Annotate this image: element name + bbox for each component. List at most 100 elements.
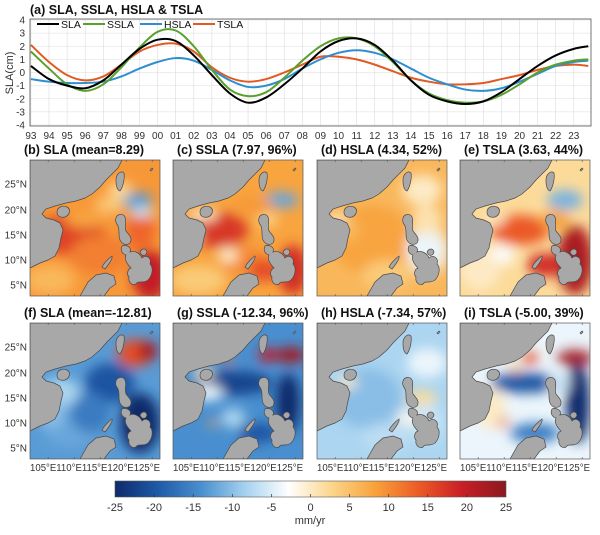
map-panel-g: (g) SSLA (-12.34, 96%) 105°E110°E115°E120…	[172, 306, 309, 474]
x-tick-label: 13	[387, 131, 399, 142]
y-tick-label: 3	[19, 29, 25, 40]
lat-tick-label: 25°N	[5, 180, 27, 191]
x-tick-label: 23	[568, 131, 580, 142]
y-tick-label: -3	[16, 107, 25, 118]
y-tick-label: 0	[19, 68, 25, 79]
map-field	[30, 160, 160, 296]
x-tick-label: 04	[224, 131, 236, 142]
x-tick-label: 19	[496, 131, 508, 142]
map-title-c: (c) SSLA (7.97, 96%)	[177, 143, 297, 157]
legend-item-hsla: HSLA	[140, 19, 191, 31]
map-field	[317, 323, 447, 459]
lat-tick-label: 15°N	[5, 231, 27, 242]
y-tick-label: 2	[19, 42, 25, 53]
map-field	[460, 323, 590, 459]
map-frame	[172, 159, 304, 297]
map-title-b: (b) SLA (mean=8.29)	[24, 143, 144, 157]
x-tick-label: 95	[62, 131, 74, 142]
lat-tick-label: 10°N	[5, 256, 27, 267]
series-lines	[30, 28, 589, 106]
x-tick-label: 14	[405, 131, 417, 142]
colorbar-label: mm/yr	[295, 515, 326, 527]
legend-item-tsla: TSLA	[193, 19, 243, 31]
x-tick-labels: 93 94 95 96 97 98 99 00 01 02 03 04 05 06 07 08 09 10 11 12…	[25, 131, 579, 142]
x-tick-label: 08	[297, 131, 309, 142]
x-tick-label: 22	[550, 131, 562, 142]
x-tick-label: 12	[369, 131, 381, 142]
map-frame	[316, 322, 448, 460]
map-frame	[29, 159, 161, 297]
anomaly-blob	[522, 352, 538, 364]
anomaly-blob	[407, 348, 447, 378]
x-tick-label: 07	[279, 131, 291, 142]
x-tick-label: 06	[261, 131, 273, 142]
map-title-f: (f) SLA (mean=-12.81)	[24, 306, 152, 320]
map-panel-c: (c) SSLA (7.97, 96%)	[172, 143, 304, 297]
anomaly-blob	[527, 253, 563, 277]
legend-label: TSLA	[217, 19, 243, 31]
map-frame	[459, 159, 591, 297]
lat-tick-label: 25°N	[5, 343, 27, 354]
map-title-d: (d) HSLA (4.34, 52%)	[321, 143, 442, 157]
anomaly-blob	[510, 423, 560, 443]
anomaly-blob	[209, 419, 217, 427]
x-tick-label: 98	[116, 131, 128, 142]
legend-label: SSLA	[107, 19, 134, 31]
anomaly-blob	[95, 197, 125, 213]
anomaly-blob	[173, 265, 226, 295]
legend-label: SLA	[61, 19, 81, 31]
x-tick-label: 96	[80, 131, 92, 142]
map-title-g: (g) SSLA (-12.34, 96%)	[177, 306, 309, 320]
lat-tick-label: 10°N	[5, 419, 27, 430]
y-tick-label: 4	[19, 16, 25, 27]
map-field	[173, 323, 303, 459]
x-tick-label: 17	[460, 131, 472, 142]
x-tick-label: 10	[333, 131, 345, 142]
map-title-e: (e) TSLA (3.63, 44%)	[464, 143, 583, 157]
y-tick-label: -4	[16, 121, 25, 132]
lon-tick-labels: 105°E110°E115°E120°E125°E	[30, 463, 160, 474]
x-tick-label: 16	[442, 131, 454, 142]
map-panel-e: (e) TSLA (3.63, 44%)	[459, 143, 591, 297]
anomaly-blob	[547, 190, 583, 210]
anomaly-blob	[233, 197, 273, 213]
map-field	[317, 160, 447, 296]
x-tick-label: 01	[170, 131, 182, 142]
map-panels: (b) SLA (mean=8.29) 25°N 20°N 15°N 10°N 5°N (c…	[5, 143, 591, 474]
x-tick-label: 03	[206, 131, 218, 142]
timeseries-panel: (a) SLA, SSLA, HSLA & TSLA 43210-1-2-3-4…	[4, 3, 592, 142]
map-title-h: (h) HSLA (-7.34, 57%)	[321, 306, 446, 320]
x-tick-label: 09	[315, 131, 327, 142]
anomaly-blob	[138, 341, 158, 361]
map-title-i: (i) TSLA (-5.00, 39%)	[464, 306, 584, 320]
lon-tick-labels: 105°E110°E115°E120°E125°E	[317, 463, 447, 474]
x-tick-label: 11	[351, 131, 362, 142]
x-tick-label: 00	[152, 131, 164, 142]
x-tick-label: 18	[478, 131, 490, 142]
map-field	[173, 160, 303, 296]
y-tick-labels: 4 3 2 1 0 -1 -2 -3 -4	[16, 16, 25, 132]
colorbar-tick-label: 10	[383, 502, 395, 514]
colorbar-ticks: -25 -20 -15 -10 -5 0 5 10 15 20 25	[107, 494, 512, 514]
map-field	[460, 160, 590, 296]
x-tick-label: 05	[243, 131, 255, 142]
x-tick-label: 94	[43, 131, 55, 142]
x-tick-label: 93	[25, 131, 37, 142]
map-panel-d: (d) HSLA (4.34, 52%)	[316, 143, 448, 297]
colorbar-tick-label: -25	[107, 502, 123, 514]
lat-tick-label: 5°N	[10, 281, 27, 292]
anomaly-blob	[65, 212, 105, 228]
map-frame	[29, 322, 161, 460]
y-tick-label: -1	[16, 81, 25, 92]
anomaly-blob	[218, 247, 238, 263]
map-panel-h: (h) HSLA (-7.34, 57%) 105°E110°E115°E120°…	[316, 306, 448, 474]
x-tick-label: 20	[514, 131, 526, 142]
x-tick-label: 15	[423, 131, 435, 142]
map-panel-i: (i) TSLA (-5.00, 39%) 105°E110°E115°E120°…	[459, 306, 591, 474]
anomaly-blob	[276, 347, 303, 363]
x-tick-label: 99	[134, 131, 146, 142]
y-tick-label: 1	[19, 55, 25, 66]
anomaly-blob	[130, 207, 154, 217]
panel-a-title: (a) SLA, SSLA, HSLA & TSLA	[30, 3, 203, 17]
